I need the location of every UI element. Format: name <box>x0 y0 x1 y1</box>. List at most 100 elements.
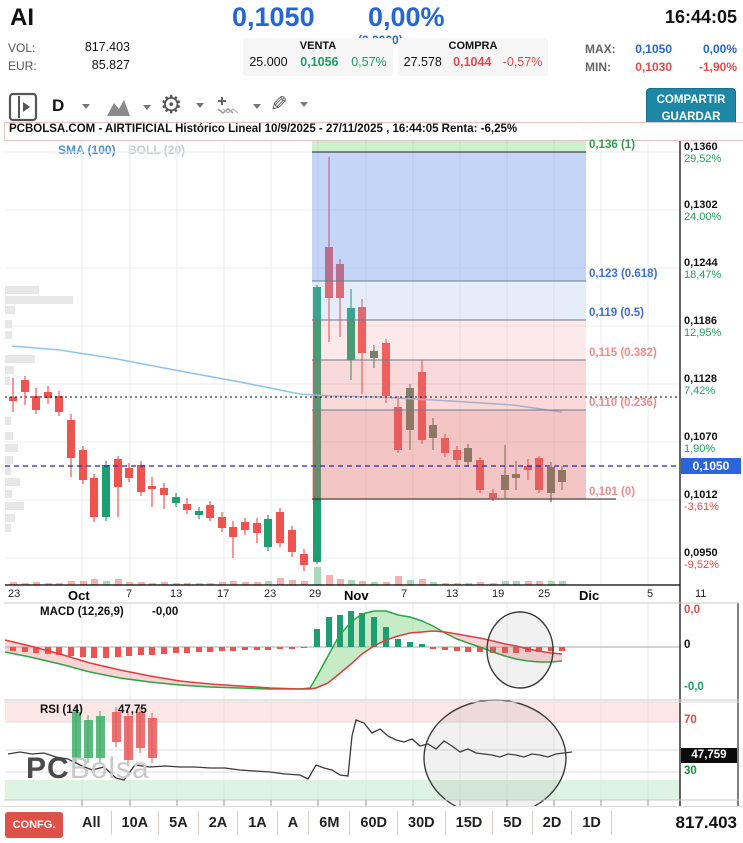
bid-price: 0,1056 <box>300 55 339 69</box>
price-axis-label: 0,1128 7,42% <box>684 373 718 397</box>
fib-level-label: 0,123 (0.618) <box>589 268 658 280</box>
x-axis-tick: 7 <box>401 588 408 600</box>
watermark: PCBolsa <box>26 752 150 786</box>
volume-value: 817.403 <box>84 40 130 54</box>
total-volume: 817.403 <box>675 813 737 832</box>
price-axis-label: 0,1360 29,52% <box>684 141 722 165</box>
min-price: 0,1030 <box>635 60 672 74</box>
range-button-5d[interactable]: 5D <box>493 811 533 835</box>
eur-value: 85.827 <box>91 58 130 72</box>
x-axis-tick: 7 <box>126 588 133 600</box>
interval-select[interactable]: D <box>52 96 91 116</box>
ticker-symbol: AI <box>10 4 34 31</box>
x-axis-tick: 23 <box>264 588 277 600</box>
macd-label: MACD (12,26,9) <box>40 606 124 618</box>
range-button-1a[interactable]: 1A <box>238 811 278 835</box>
eur-label: EUR: <box>8 59 37 73</box>
x-axis-tick: 11 <box>695 588 707 600</box>
ask-percent: -0,57% <box>502 55 543 69</box>
ask-title: COMPRA <box>448 40 498 52</box>
range-selector: All 10A 5A 2A 1A A 6M 60D 30D 15D 5D 2D 1D <box>72 811 612 835</box>
fib-level-label: 0,115 (0.382) <box>589 347 657 359</box>
x-axis-tick: 19 <box>492 588 505 600</box>
watermark-bold: PC <box>26 752 70 785</box>
rsi-oversold-label: 30 <box>684 765 697 777</box>
bid-quantity: 25.000 <box>249 55 288 69</box>
range-button-2a[interactable]: 2A <box>199 811 239 835</box>
max-price: 0,1050 <box>635 42 672 56</box>
bottom-toolbar <box>0 806 743 843</box>
chevron-down-icon <box>196 102 205 108</box>
x-axis-tick: 13 <box>446 588 459 600</box>
x-axis-tick: 5 <box>647 588 654 600</box>
range-button-30d[interactable]: 30D <box>398 811 446 835</box>
chart-type-icon <box>107 100 130 116</box>
max-percent: 0,00% <box>702 42 737 56</box>
min-label: MIN: <box>585 60 611 74</box>
range-button-5a[interactable]: 5A <box>159 811 199 835</box>
x-axis-tick: 23 <box>8 588 21 600</box>
range-button-10a[interactable]: 10A <box>112 811 160 835</box>
price-axis-label: 0,1070 1,90% <box>684 431 718 455</box>
rsi-value: 47,75 <box>118 704 147 716</box>
range-button-15d[interactable]: 15D <box>446 811 494 835</box>
chevron-down-icon <box>143 104 151 110</box>
legend-sma[interactable]: SMA (100) <box>58 143 116 157</box>
fib-level-label: 0,119 (0.5) <box>589 307 644 319</box>
min-percent: -1,90% <box>698 60 737 74</box>
config-button[interactable]: CONFG. <box>5 812 63 838</box>
interval-value: D <box>52 96 65 115</box>
x-axis-tick: 29 <box>309 588 322 600</box>
range-button-1d[interactable]: 1D <box>572 811 612 835</box>
change-percent: 0,00% <box>368 2 445 32</box>
x-axis-tick: 17 <box>217 588 230 600</box>
settings-gear-icon: ⚙ <box>160 91 183 119</box>
ask-panel: COMPRA 27.578 0,1044 -0,57% <box>398 38 548 76</box>
legend-boll[interactable]: BOLL (20) <box>128 143 186 157</box>
fib-level-label: 0,101 (0) <box>589 486 636 498</box>
max-label: MAX: <box>585 42 616 56</box>
chart-type-button[interactable] <box>105 96 151 118</box>
bid-percent: 0,57% <box>351 55 387 69</box>
panel-toggle-icon <box>8 92 38 122</box>
settings-button[interactable]: ⚙ <box>160 90 205 120</box>
draw-tools-icon: ✎ <box>270 93 288 116</box>
price-axis-label: 0,1186 12,95% <box>684 315 722 339</box>
range-button-all[interactable]: All <box>72 811 112 835</box>
price-axis-label: 0,0950 -9,52% <box>684 547 719 571</box>
session-time: 16:44:05 <box>664 7 737 27</box>
macd-value: -0,00 <box>152 606 179 618</box>
chevron-down-icon <box>299 102 308 107</box>
price-axis-label: 0,1244 18,47% <box>684 257 722 281</box>
x-axis-tick: 13 <box>170 588 183 600</box>
x-axis-tick: Nov <box>344 588 369 603</box>
chart-title: PCBOLSA.COM - AIRTIFICIAL Histórico Line… <box>4 122 743 141</box>
range-button-a[interactable]: A <box>278 811 310 835</box>
indicators-button[interactable] <box>215 94 261 118</box>
fib-level-label: 0,136 (1) <box>589 139 636 151</box>
share-label[interactable]: COMPARTIR <box>656 94 726 106</box>
x-axis-tick: Dic <box>579 588 600 603</box>
last-price: 0,1050 <box>232 2 315 32</box>
volume-label: VOL: <box>8 41 36 55</box>
range-button-6m[interactable]: 6M <box>309 811 351 835</box>
ask-quantity: 27.578 <box>403 55 442 69</box>
macd-axis-zero: 0 <box>684 639 691 651</box>
bid-panel: VENTA 25.000 0,1056 0,57% <box>243 38 393 76</box>
range-button-2d[interactable]: 2D <box>533 811 573 835</box>
chevron-down-icon <box>82 103 91 109</box>
price-axis-label: 0,1302 24,00% <box>684 199 722 223</box>
save-label[interactable]: GUARDAR <box>661 110 721 123</box>
ask-price: 0,1044 <box>453 55 492 69</box>
rsi-value-tag: 47,759 <box>681 748 737 763</box>
chevron-down-icon <box>253 103 261 109</box>
range-button-60d[interactable]: 60D <box>350 811 399 835</box>
price-axis-label: 0,1012 -3,61% <box>684 489 719 513</box>
bid-title: VENTA <box>299 40 337 52</box>
fib-level-label: 0,110 (0.236) <box>589 397 657 409</box>
draw-tools-button[interactable]: ✎ <box>270 92 308 117</box>
indicators-icon <box>217 97 239 115</box>
rsi-label: RSI (14) <box>40 704 83 716</box>
macd-axis-top: 0,0 <box>684 604 700 616</box>
